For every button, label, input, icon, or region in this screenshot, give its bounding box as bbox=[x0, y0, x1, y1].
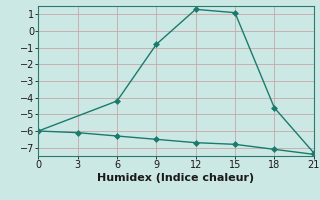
X-axis label: Humidex (Indice chaleur): Humidex (Indice chaleur) bbox=[97, 173, 255, 183]
